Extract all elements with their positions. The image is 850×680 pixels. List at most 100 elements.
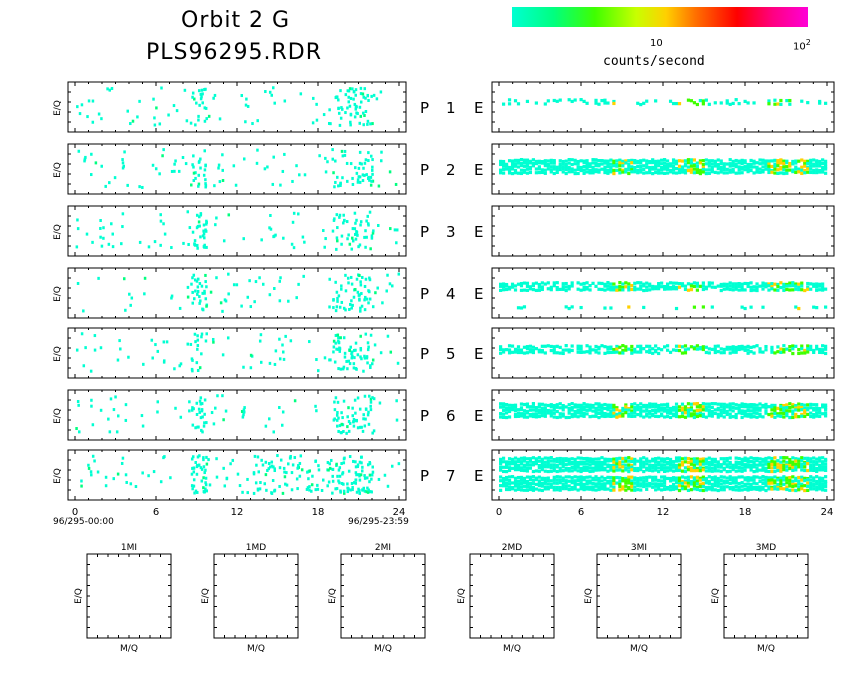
ion-count-cell <box>371 179 375 183</box>
electron-count-cell <box>639 168 643 172</box>
electron-count-cell <box>627 487 631 491</box>
electron-count-cell <box>755 415 759 419</box>
electron-count-cell <box>773 469 777 474</box>
electron-count-cell <box>645 285 649 289</box>
electron-count-cell <box>674 348 679 352</box>
ion-count-cell <box>367 159 370 163</box>
electron-count-cell <box>692 457 697 461</box>
ion-count-cell <box>197 184 200 188</box>
electron-count-cell <box>674 408 679 413</box>
electron-count-cell <box>704 465 708 469</box>
ion-count-cell <box>353 115 357 119</box>
electron-count-cell <box>695 468 699 473</box>
electron-count-cell <box>663 466 667 470</box>
mq-ylabel: E/Q <box>584 588 594 604</box>
ion-count-cell <box>356 180 360 184</box>
ion-count-cell <box>336 299 339 303</box>
ion-count-cell <box>395 228 399 232</box>
electron-count-cell <box>549 409 553 413</box>
electron-count-cell <box>701 347 705 352</box>
electron-count-cell <box>671 476 676 480</box>
electron-count-cell <box>701 408 705 412</box>
ion-count-cell <box>350 350 354 354</box>
electron-count-cell <box>800 482 804 486</box>
electron-count-cell <box>689 412 694 416</box>
electron-count-cell <box>510 403 515 408</box>
electron-count-cell <box>800 414 804 418</box>
ion-count-cell <box>121 225 124 229</box>
electron-count-cell <box>680 282 685 286</box>
electron-count-cell <box>579 411 583 415</box>
electron-count-cell <box>564 463 568 467</box>
electron-count-cell <box>764 402 768 407</box>
electron-count-cell <box>710 462 714 466</box>
ion-count-cell <box>366 490 370 494</box>
electron-count-cell <box>716 484 720 488</box>
electron-count-cell <box>531 405 535 409</box>
electron-count-cell <box>707 481 711 485</box>
ion-count-cell <box>371 172 374 176</box>
ion-count-cell <box>366 94 370 98</box>
electron-count-cell <box>806 462 810 466</box>
electron-count-cell <box>668 162 673 166</box>
electron-count-cell <box>549 463 553 467</box>
electron-count-cell <box>600 411 604 415</box>
ion-count-cell <box>355 418 358 422</box>
ion-count-cell <box>121 158 124 162</box>
ion-count-cell <box>221 309 224 313</box>
electron-count-cell <box>797 408 801 412</box>
ion-count-cell <box>368 276 371 280</box>
ion-count-cell <box>351 176 354 180</box>
electron-count-cell <box>519 478 524 482</box>
electron-count-cell <box>782 468 786 472</box>
ion-count-cell <box>281 169 285 173</box>
ion-count-cell <box>204 481 207 485</box>
electron-count-cell <box>743 465 747 469</box>
electron-count-cell <box>499 282 503 286</box>
electron-count-cell <box>695 168 699 172</box>
electron-count-cell <box>585 164 589 169</box>
electron-count-cell <box>671 485 676 489</box>
electron-count-cell <box>692 409 697 413</box>
ion-count-cell <box>242 157 246 161</box>
ion-count-cell <box>205 285 208 289</box>
ion-count-cell <box>336 226 339 230</box>
electron-count-cell <box>773 351 777 355</box>
ion-count-cell <box>252 472 256 476</box>
electron-count-cell <box>639 465 643 469</box>
panel-label-1: P <box>420 99 429 117</box>
electron-count-cell <box>573 484 577 488</box>
electron-count-cell <box>770 345 774 349</box>
electron-count-cell <box>525 463 530 467</box>
ion-count-cell <box>293 456 297 460</box>
ion-count-cell <box>340 106 343 110</box>
electron-count-cell <box>519 171 524 176</box>
electron-count-cell <box>773 411 777 416</box>
electron-count-cell <box>558 469 562 473</box>
ion-count-cell <box>284 482 287 486</box>
electron-count-cell <box>749 350 753 354</box>
electron-count-cell <box>788 168 792 172</box>
electron-count-cell <box>591 466 595 470</box>
ion-count-cell <box>347 233 350 237</box>
electron-count-cell <box>755 408 759 412</box>
electron-count-cell <box>663 167 667 171</box>
ion-ylabel: E/Q <box>53 162 63 178</box>
electron-count-cell <box>797 475 801 480</box>
electron-count-cell <box>612 408 616 412</box>
electron-count-cell <box>815 344 819 348</box>
electron-count-cell <box>689 406 694 410</box>
electron-count-cell <box>824 347 828 351</box>
electron-count-cell <box>764 406 768 410</box>
electron-count-cell <box>695 161 699 165</box>
electron-count-cell <box>612 285 616 290</box>
electron-count-cell <box>528 344 533 348</box>
electron-count-cell <box>719 282 723 287</box>
electron-count-cell <box>794 462 798 466</box>
electron-count-cell <box>528 161 533 165</box>
electron-count-cell <box>689 469 694 473</box>
electron-count-cell <box>812 468 816 473</box>
ion-count-cell <box>371 168 374 172</box>
electron-count-cell <box>716 415 720 419</box>
electron-count-cell <box>767 170 771 175</box>
